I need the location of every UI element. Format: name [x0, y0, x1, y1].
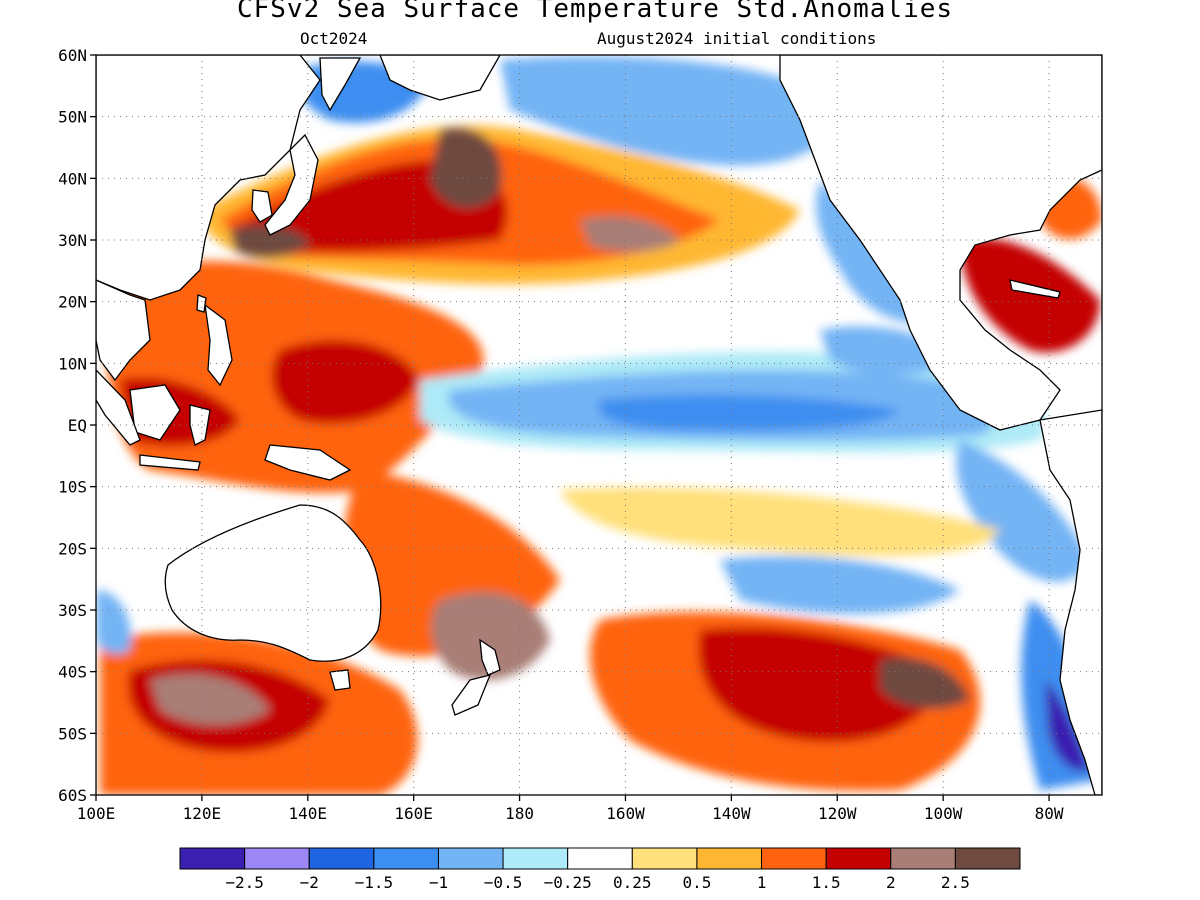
lon-tick-label: 100E	[77, 804, 116, 823]
lon-tick-label: 140E	[289, 804, 328, 823]
colorbar-swatch	[437, 847, 504, 870]
land-north-america	[779, 55, 1102, 431]
colorbar-swatch	[696, 847, 763, 870]
cool-anomaly-indian-ocean	[96, 590, 131, 655]
warm-anomaly-caribbean	[960, 238, 1100, 353]
colorbar-label: 1.5	[812, 873, 841, 892]
warm-anomaly-southern-ocean-west-peak	[150, 674, 270, 725]
land-kamchatka	[319, 57, 362, 112]
colorbar-swatch	[825, 847, 892, 870]
land-philippines	[204, 303, 233, 387]
colorbar-label: 2.5	[941, 873, 970, 892]
lat-tick-label: 20S	[58, 539, 87, 558]
land-australia	[164, 504, 382, 662]
colorbar-label: 2	[886, 873, 896, 892]
axis-ticks: 60N50N40N30N20N10NEQ10S20S30S40S50S60S10…	[58, 46, 1064, 823]
land-indochina	[96, 279, 151, 382]
colorbar-swatch	[308, 847, 375, 870]
colorbar-swatch	[954, 847, 1021, 870]
colorbar: −2.5 −2 −1.5 −1 −0.5 −0.25 0.25 0.5 1 1.5 2 2.5	[179, 847, 1021, 892]
land-japan	[264, 133, 319, 236]
colorbar-label: −1	[429, 873, 448, 892]
land-sulawesi	[189, 404, 211, 446]
land-new-zealand-north	[479, 638, 501, 676]
colorbar-label: −0.5	[484, 873, 523, 892]
colorbar-swatch	[890, 847, 956, 870]
colorbar-swatch	[244, 847, 310, 870]
colorbar-swatch	[373, 847, 439, 870]
cool-anomaly-equatorial-strong	[598, 394, 900, 431]
land-alaska	[379, 55, 501, 101]
land-new-guinea	[264, 444, 352, 481]
lat-tick-label: 30S	[58, 601, 87, 620]
lon-tick-label: 160W	[606, 804, 645, 823]
warm-anomaly-central-north	[580, 216, 680, 252]
colorbar-label: 0.5	[682, 873, 711, 892]
lat-tick-label: 50S	[58, 724, 87, 743]
lat-tick-label: 50N	[58, 108, 87, 127]
colorbar-swatch	[761, 847, 827, 870]
warm-anomaly-southern-ocean-east-peak	[880, 657, 970, 709]
lat-tick-label: 60N	[58, 46, 87, 65]
warm-anomaly-southern-ocean-east-core	[698, 627, 940, 742]
land-sumatra	[96, 369, 141, 446]
cool-anomaly-south-america	[956, 440, 1090, 582]
land-tasmania	[329, 669, 351, 691]
colorbar-swatch	[631, 847, 698, 870]
lat-tick-label: EQ	[68, 416, 87, 435]
initial-conditions: August2024 initial conditions	[597, 29, 877, 48]
lon-tick-label: 80W	[1035, 804, 1064, 823]
colorbar-swatch	[179, 847, 246, 870]
colorbar-label: −2	[300, 873, 319, 892]
lat-tick-label: 40N	[58, 169, 87, 188]
map-title: CFSv2 Sea Surface Temperature Std.Anomal…	[236, 0, 954, 24]
warm-anomaly-kuroshio-peak	[430, 127, 502, 209]
anomaly-field	[96, 55, 1102, 795]
forecast-month: Oct2024	[300, 29, 368, 48]
lon-tick-label: 160E	[394, 804, 433, 823]
colorbar-label: 1	[757, 873, 767, 892]
land-south-america	[1039, 409, 1102, 795]
land-korea	[251, 189, 273, 223]
lon-tick-label: 100W	[924, 804, 963, 823]
warm-anomaly-new-zealand	[431, 592, 550, 680]
lon-tick-label: 120E	[183, 804, 222, 823]
lat-tick-label: 10N	[58, 354, 87, 373]
warm-anomaly-south-subtropics	[560, 487, 1000, 556]
colorbar-swatch	[502, 847, 569, 870]
lon-tick-label: 120W	[818, 804, 857, 823]
land-java	[139, 454, 201, 471]
lat-tick-label: 10S	[58, 478, 87, 497]
lon-tick-label: 140W	[712, 804, 751, 823]
colorbar-swatch	[567, 847, 633, 870]
cool-anomaly-chile-strong	[1045, 680, 1090, 771]
lat-tick-label: 40S	[58, 663, 87, 682]
colorbar-label: −2.5	[225, 873, 264, 892]
lat-tick-label: 20N	[58, 293, 87, 312]
colorbar-label: −1.5	[355, 873, 394, 892]
land-taiwan	[196, 294, 207, 313]
lat-tick-label: 60S	[58, 786, 87, 805]
colorbar-label: 0.25	[613, 873, 652, 892]
warm-anomaly-core	[271, 340, 420, 424]
cool-anomaly-gulf-alaska	[500, 56, 835, 166]
land-new-zealand-south	[451, 674, 492, 716]
land-cuba	[1009, 279, 1061, 299]
lon-tick-label: 180	[505, 804, 534, 823]
warm-anomaly-japan	[230, 225, 310, 258]
cool-anomaly-south-central	[720, 556, 960, 614]
lat-tick-label: 30N	[58, 231, 87, 250]
colorbar-label: −0.25	[544, 873, 592, 892]
